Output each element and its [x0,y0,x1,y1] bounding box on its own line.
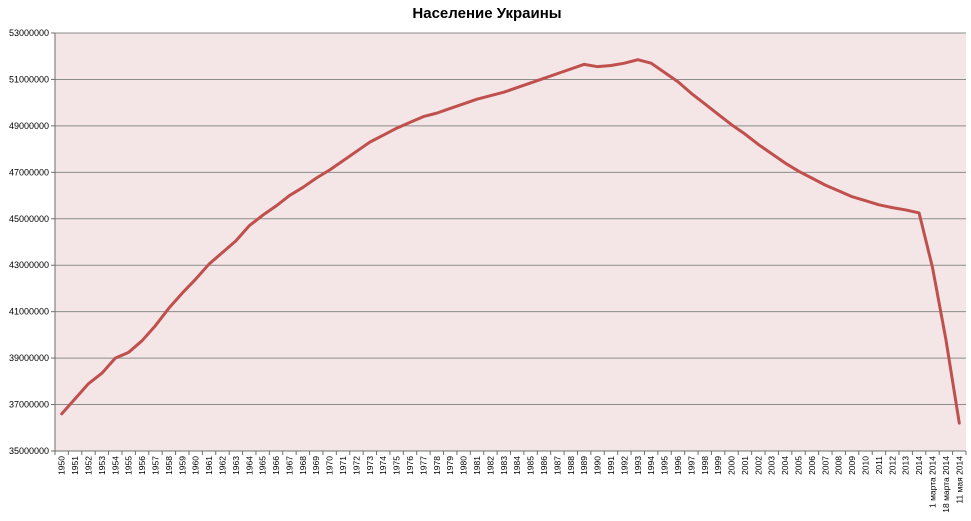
x-tick-label: 1995 [660,456,670,475]
y-tick-label: 47000000 [9,167,49,177]
x-tick-label: 1993 [633,456,643,475]
y-tick-label: 37000000 [9,400,49,410]
x-tick-label: 1981 [472,456,482,475]
x-tick-label: 1952 [83,456,93,475]
x-tick-label: 1973 [365,456,375,475]
x-tick-label: 2011 [874,456,884,475]
x-tick-label: 1960 [191,456,201,475]
x-tick-label: 1999 [713,456,723,475]
x-tick-label: 1987 [552,456,562,475]
x-tick-label: 1989 [579,456,589,475]
x-tick-label: 1956 [137,456,147,475]
x-tick-label: 1997 [686,456,696,475]
x-tick-label: 2013 [901,456,911,475]
x-tick-label: 1990 [593,456,603,475]
x-tick-label: 11 мая 2014 [954,456,964,504]
x-tick-label: 1966 [271,456,281,475]
y-tick-label: 53000000 [9,28,49,38]
y-tick-label: 35000000 [9,446,49,456]
x-tick-label: 1955 [124,456,134,475]
x-tick-label: 1970 [325,456,335,475]
population-series-line [60,58,961,425]
x-tick-label: 2004 [780,456,790,475]
x-tick-label: 2008 [834,456,844,475]
x-tick-label: 1962 [217,456,227,475]
x-tick-label: 1976 [405,456,415,475]
x-tick-label: 1968 [298,456,308,475]
axes [51,32,967,455]
x-tick-label: 1974 [378,456,388,475]
x-tick-label: 1980 [459,456,469,475]
x-tick-label: 1984 [512,456,522,475]
x-tick-label: 18 марта 2014 [941,456,951,513]
x-tick-label: 2000 [727,456,737,475]
x-tick-label: 1991 [606,456,616,475]
y-tick-label: 49000000 [9,121,49,131]
y-axis-tick-labels: 35000000 37000000 39000000 41000000 43000000… [9,28,49,456]
x-tick-label: 1975 [392,456,402,475]
x-tick-label: 2014 [914,456,924,475]
x-tick-label: 2007 [820,456,830,475]
x-tick-label: 1996 [673,456,683,475]
x-tick-label: 1953 [97,456,107,475]
y-tick-label: 41000000 [9,307,49,317]
x-tick-label: 1988 [566,456,576,475]
x-tick-label: 1950 [57,456,67,475]
x-tick-label: 1967 [284,456,294,475]
x-tick-label: 1961 [204,456,214,475]
x-tick-label: 2005 [794,456,804,475]
chart-title: Население Украины [412,5,561,22]
x-tick-label: 1951 [70,456,80,475]
y-tick-label: 51000000 [9,74,49,84]
x-tick-label: 1979 [445,456,455,475]
y-tick-label: 39000000 [9,353,49,363]
x-tick-label: 1978 [432,456,442,475]
x-axis-tick-labels: 1950 1951 1952 1953 1954 1955 1956 1957 1958 1959… [57,456,965,513]
x-tick-label: 1994 [646,456,656,475]
x-tick-label: 1965 [258,456,268,475]
x-tick-label: 1954 [110,456,120,475]
x-tick-label: 1972 [351,456,361,475]
x-tick-label: 1958 [164,456,174,475]
x-tick-label: 1 марта 2014 [928,456,938,508]
x-tick-label: 1969 [311,456,321,475]
y-tick-label: 45000000 [9,214,49,224]
x-tick-label: 1957 [150,456,160,475]
x-tick-label: 1992 [619,456,629,475]
x-tick-label: 2010 [861,456,871,475]
x-tick-label: 1985 [526,456,536,475]
x-tick-label: 1982 [485,456,495,475]
x-tick-label: 1986 [539,456,549,475]
x-tick-label: 1964 [244,456,254,475]
x-tick-label: 1959 [177,456,187,475]
y-tick-label: 43000000 [9,260,49,270]
x-tick-label: 2006 [807,456,817,475]
x-tick-label: 2012 [887,456,897,475]
x-tick-label: 2009 [847,456,857,475]
x-tick-label: 1983 [499,456,509,475]
x-tick-label: 2001 [740,456,750,475]
x-tick-label: 2002 [753,456,763,475]
x-tick-label: 1963 [231,456,241,475]
x-tick-label: 1998 [700,456,710,475]
x-tick-label: 1977 [418,456,428,475]
x-tick-label: 2003 [767,456,777,475]
x-tick-label: 1971 [338,456,348,475]
plot-area [55,33,966,451]
